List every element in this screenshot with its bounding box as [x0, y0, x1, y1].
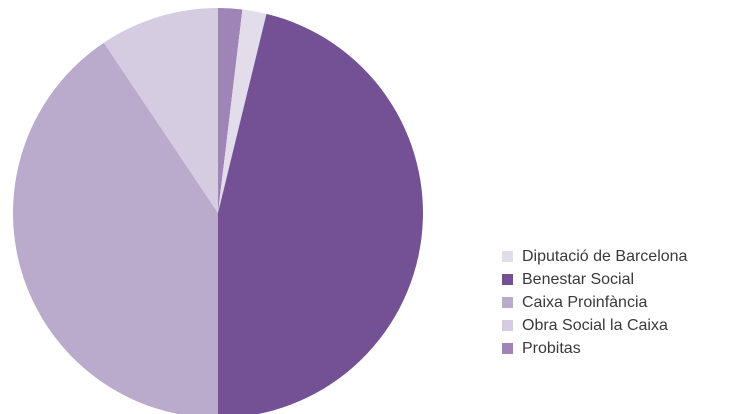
chart-legend: Diputació de Barcelona Benestar Social C… [502, 245, 687, 360]
legend-item-caixa-proinfancia: Caixa Proinfància [502, 291, 687, 314]
legend-label-caixa-proinfancia: Caixa Proinfància [522, 293, 648, 311]
legend-swatch-caixa-proinfancia [502, 297, 513, 308]
legend-item-obra-social: Obra Social la Caixa [502, 314, 687, 337]
pie-slice-probitas [218, 8, 243, 213]
legend-item-probitas: Probitas [502, 337, 687, 360]
legend-label-probitas: Probitas [522, 339, 581, 357]
legend-label-benestar-social: Benestar Social [522, 270, 635, 288]
pie-slice-diputacio-de-barcelona [218, 9, 267, 213]
legend-item-benestar-social: Benestar Social [502, 268, 687, 291]
pie-slice-caixa-proinfancia [13, 42, 218, 414]
pie-slice-obra-social-la-caixa [103, 8, 218, 213]
legend-swatch-probitas [502, 343, 513, 354]
legend-label-obra-social: Obra Social la Caixa [522, 316, 668, 334]
pie-slice-benestar-social [218, 13, 423, 414]
legend-swatch-obra-social [502, 320, 513, 331]
legend-label-diputacio: Diputació de Barcelona [522, 247, 688, 265]
legend-item-diputacio: Diputació de Barcelona [502, 245, 687, 268]
legend-swatch-benestar-social [502, 274, 513, 285]
legend-swatch-diputacio [502, 251, 513, 262]
